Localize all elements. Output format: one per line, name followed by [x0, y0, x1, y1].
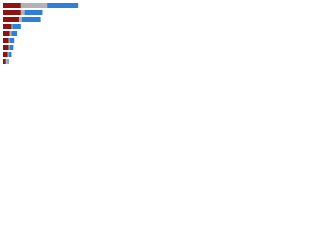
bar-segment	[5, 59, 8, 64]
bar-segment	[7, 52, 9, 57]
bar-segment	[3, 52, 8, 57]
bar-segment	[3, 3, 21, 8]
bar-segment	[9, 38, 15, 43]
bar-segment	[3, 10, 21, 15]
bar-segment	[7, 59, 9, 64]
bar-segment	[18, 17, 22, 22]
bar-segment	[9, 45, 14, 50]
bar-segment	[3, 45, 9, 50]
bar-segment	[3, 59, 6, 64]
chart	[3, 3, 79, 64]
bar-segment	[8, 45, 10, 50]
bar-segment	[24, 10, 43, 15]
bar-segment	[8, 52, 12, 57]
bar-segment	[8, 38, 10, 43]
bar-segment	[11, 24, 13, 29]
bar-segment	[12, 24, 21, 29]
bar-segment	[20, 3, 48, 8]
page: (() => { const data = JSON.parse(documen…	[0, 0, 320, 71]
bar-segment	[3, 31, 10, 36]
bar-segment	[21, 17, 41, 22]
bar-segment	[20, 10, 25, 15]
bar-segment	[3, 24, 12, 29]
bar-segment	[3, 17, 19, 22]
bar-segment	[3, 38, 9, 43]
bar-segment	[9, 31, 12, 36]
bar-segment	[11, 31, 18, 36]
bar-segment	[47, 3, 79, 8]
